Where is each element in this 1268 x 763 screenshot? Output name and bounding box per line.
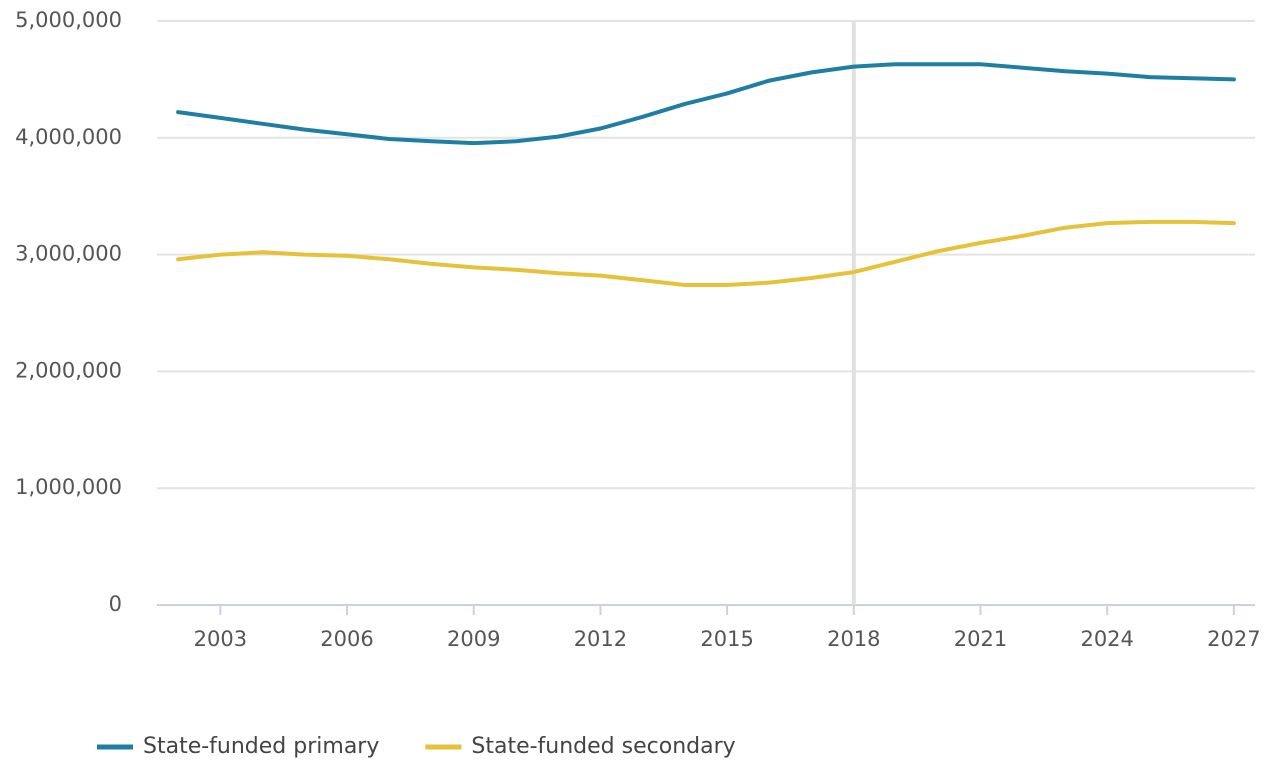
x-tick-label: 2018 — [827, 627, 880, 651]
y-tick-label: 1,000,000 — [15, 475, 122, 499]
x-tick-label: 2024 — [1080, 627, 1133, 651]
y-tick-label: 3,000,000 — [15, 242, 122, 266]
x-tick-label: 2009 — [447, 627, 500, 651]
legend-label: State-funded primary — [143, 734, 379, 759]
y-tick-label: 2,000,000 — [15, 358, 122, 382]
series-line — [176, 219, 1236, 287]
x-tick-label: 2027 — [1207, 627, 1260, 651]
y-tick-label: 0 — [109, 592, 122, 616]
legend-label: State-funded secondary — [471, 734, 735, 759]
series-line — [176, 62, 1236, 146]
x-tick-label: 2021 — [954, 627, 1007, 651]
y-tick-label: 5,000,000 — [15, 8, 122, 32]
y-tick-label: 4,000,000 — [15, 125, 122, 149]
x-tick-label: 2015 — [700, 627, 753, 651]
x-tick-label: 2012 — [574, 627, 627, 651]
x-tick-label: 2003 — [194, 627, 247, 651]
x-tick-label: 2006 — [320, 627, 373, 651]
